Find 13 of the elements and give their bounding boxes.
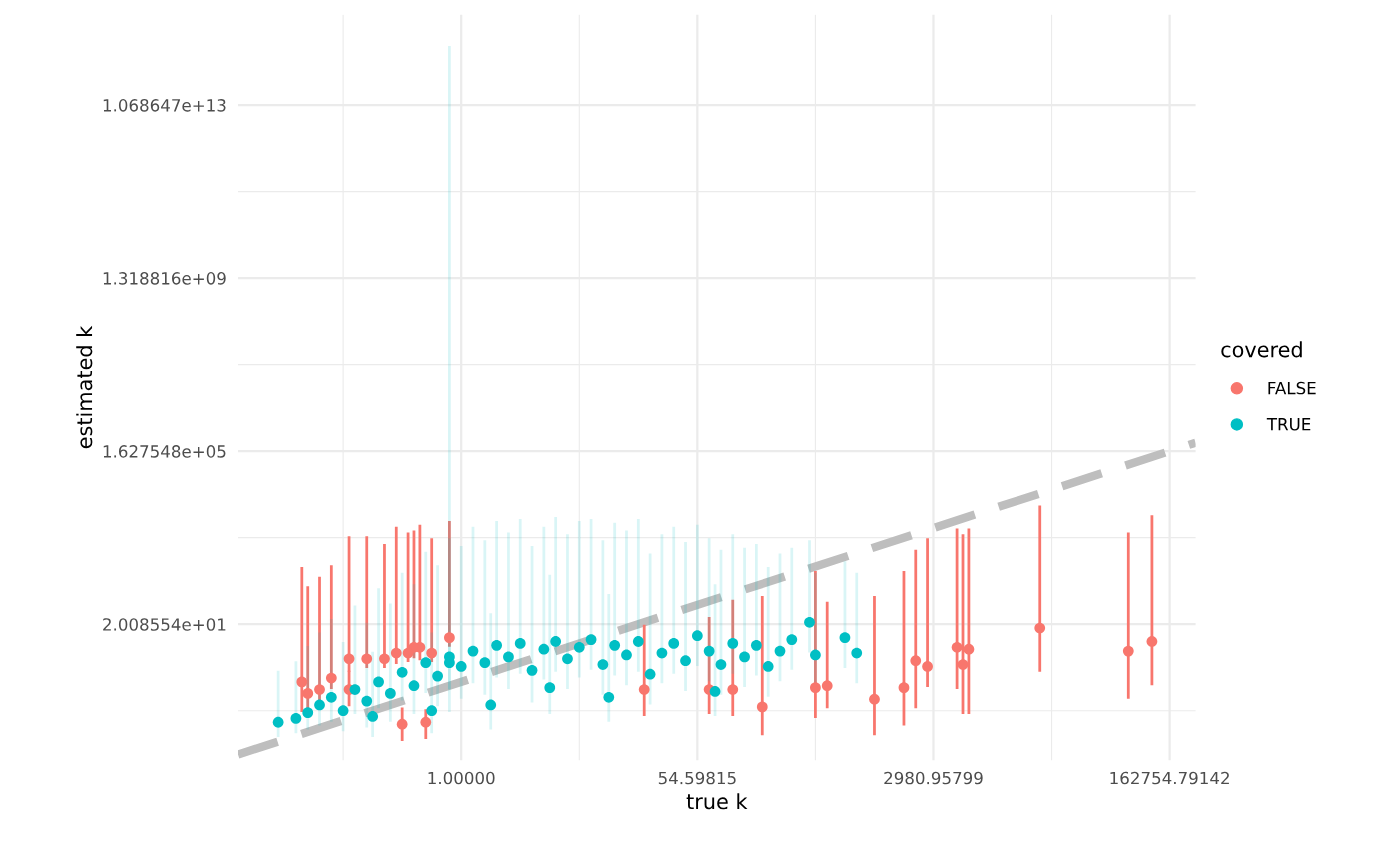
x-tick-label: 1.00000: [428, 771, 495, 785]
x-tick-label: 54.59815: [658, 771, 736, 785]
y-tick-label: 1.627548e+05: [103, 445, 226, 458]
y-tick-label: 2.008554e+01: [103, 618, 226, 631]
y-tick-label: 1.318816e+09: [103, 272, 226, 285]
legend-label: FALSE: [1268, 381, 1316, 395]
y-tick-label: 1.068647e+13: [103, 99, 226, 112]
legend-label: TRUE: [1266, 418, 1311, 431]
y-axis-title: estimated k: [76, 325, 93, 449]
x-axis-title: true k: [686, 793, 748, 810]
x-tick-label: 162754.79142: [1110, 771, 1229, 785]
legend-title: covered: [1221, 341, 1302, 358]
x-tick-label: 2980.95799: [884, 771, 983, 785]
